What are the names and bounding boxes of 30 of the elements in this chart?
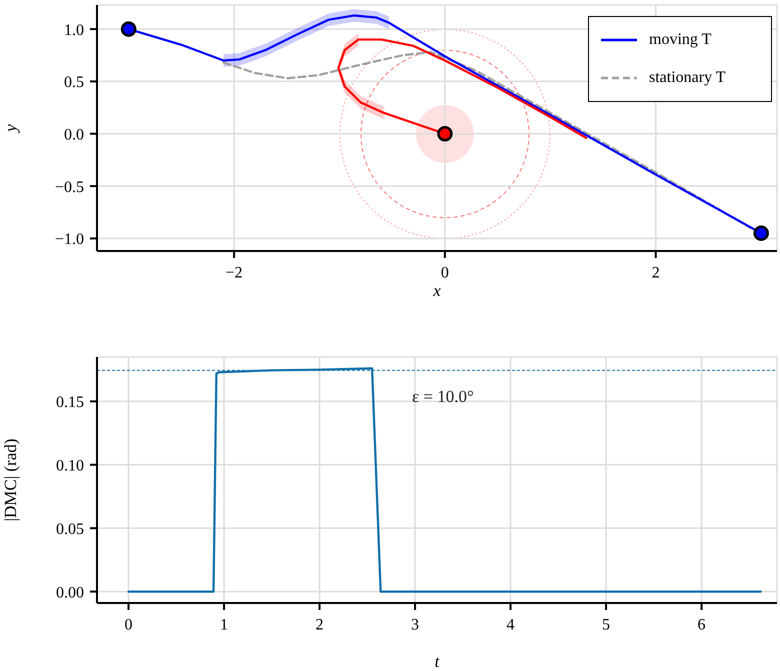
y-tick-label: −1.0 [54,231,84,248]
x-tick-label: 5 [602,616,610,634]
legend-label: stationary T [649,69,726,87]
y-axis-title: y [1,124,20,134]
x-tick-label: 2 [652,264,660,282]
point [753,225,769,241]
legend-label: moving T [649,31,712,49]
y-tick-label: 1.0 [64,22,84,39]
y-tick-label: 0.5 [64,74,84,92]
point [120,21,136,37]
line-series [222,51,752,230]
y-axis-title: |DMC| (rad) [1,438,20,522]
x-tick-label: −2 [226,264,243,282]
x-axis-title: t [434,652,441,671]
x-tick-label: 4 [506,616,515,634]
y-tick-label: 0.10 [56,457,84,474]
x-axis-title: x [432,281,442,300]
annotation: ε = 10.0° [412,387,474,407]
x-tick-label: 2 [316,616,324,634]
x-tick-label: 0 [440,264,449,282]
x-tick-label: 3 [411,616,420,634]
y-tick-label: −0.5 [54,178,84,196]
x-tick-label: 0 [124,616,133,634]
x-tick-label: 1 [220,616,228,634]
y-tick-label: 0.05 [56,520,84,538]
y-tick-label: 0.00 [56,584,84,602]
y-tick-label: 0.0 [64,126,84,144]
y-tick-label: 0.15 [56,394,84,412]
x-tick-label: 6 [698,616,706,634]
line-series [127,367,762,593]
